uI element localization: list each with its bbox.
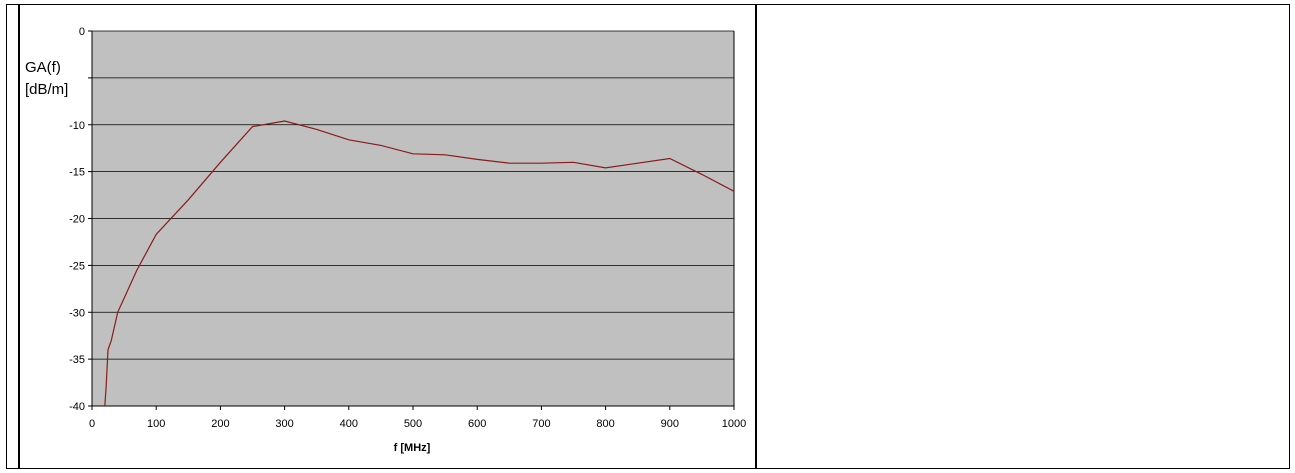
x-tick-label: 800: [596, 418, 614, 430]
table-frame: [6, 4, 1290, 469]
y-tick-label: -40: [69, 401, 85, 413]
table-middle-divider: [755, 4, 757, 469]
table-left-divider: [18, 4, 20, 469]
axes: [88, 30, 735, 410]
x-tick-label: 600: [468, 418, 486, 430]
x-tick-label: 200: [211, 418, 229, 430]
y-axis-label-line-2: [dB/m]: [25, 81, 68, 98]
x-tick-label: 500: [404, 418, 422, 430]
y-tick-label: 0: [79, 26, 85, 38]
y-tick-label: -15: [69, 167, 85, 179]
y-axis-label-line-1: GA(f): [25, 59, 61, 76]
y-tick-label: -25: [69, 260, 85, 272]
x-tick-label: 400: [340, 418, 358, 430]
x-tick-label: 0: [89, 418, 95, 430]
x-tick-label: 1000: [722, 418, 746, 430]
y-tick-label: -10: [69, 120, 85, 132]
x-tick-label: 900: [661, 418, 679, 430]
y-tick-label: -20: [69, 214, 85, 226]
x-tick-label: 100: [147, 418, 165, 430]
series-line: [104, 120, 735, 407]
x-tick-labels: 0 100 200 300 400 500 600 700 800 900 1000: [89, 418, 746, 430]
y-tick-label: -30: [69, 307, 85, 319]
x-tick-label: 700: [532, 418, 550, 430]
gridlines: [92, 30, 734, 360]
y-tick-labels: 0 -10 -15 -20 -25 -30 -35 -40: [69, 26, 85, 413]
y-tick-label: -35: [69, 354, 85, 366]
x-axis-label: f [MHz]: [394, 442, 431, 454]
x-tick-label: 300: [275, 418, 293, 430]
